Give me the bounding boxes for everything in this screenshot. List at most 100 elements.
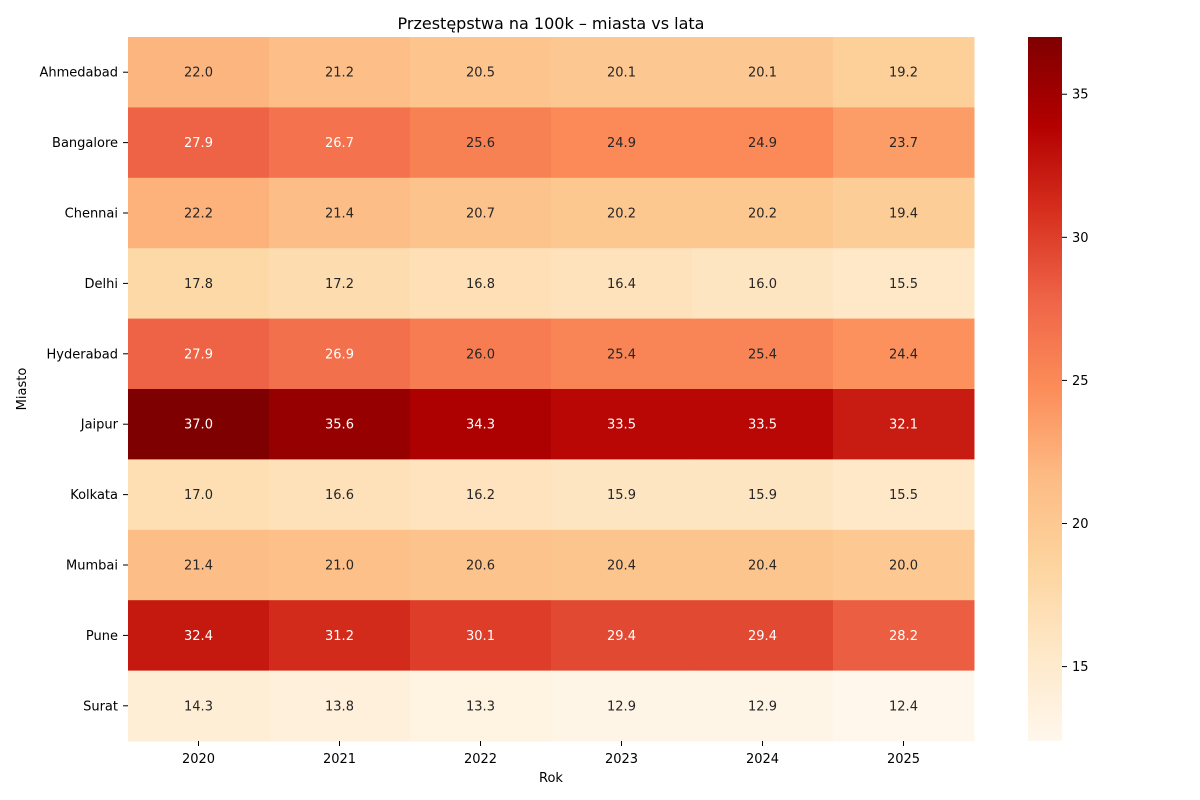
heatmap-cell-value: 16.2 bbox=[466, 488, 495, 503]
y-tick-label: Kolkata bbox=[70, 488, 118, 503]
heatmap-cells bbox=[128, 37, 975, 742]
heatmap-cell-labels: 22.0 21.2 20.5 20.1 20.1 19.2 27.9 26.7 25.6 24.9… bbox=[184, 66, 918, 715]
heatmap-cell bbox=[128, 529, 270, 601]
heatmap-cell bbox=[692, 37, 834, 108]
x-tick-label: 2022 bbox=[464, 752, 497, 767]
colorbar-tick-label: 15 bbox=[1072, 660, 1089, 675]
heatmap-cell-value: 24.4 bbox=[889, 347, 918, 362]
colorbar-ticks: 15 20 25 30 35 bbox=[1062, 88, 1089, 675]
heatmap-cell-value: 12.9 bbox=[607, 699, 636, 714]
heatmap-cell bbox=[551, 318, 693, 390]
heatmap-cell-value: 30.1 bbox=[466, 629, 495, 644]
heatmap-cell-value: 20.6 bbox=[466, 559, 495, 574]
heatmap-cell-value: 20.1 bbox=[607, 66, 636, 81]
y-tick-label: Chennai bbox=[65, 207, 118, 222]
y-tick-label: Pune bbox=[86, 629, 118, 644]
heatmap-cell bbox=[833, 529, 975, 601]
heatmap-cell bbox=[128, 318, 270, 390]
heatmap-cell bbox=[833, 107, 975, 179]
heatmap-cell bbox=[128, 107, 270, 179]
heatmap-cell-value: 17.0 bbox=[184, 488, 213, 503]
heatmap-cell bbox=[692, 600, 834, 672]
heatmap-cell-value: 33.5 bbox=[748, 418, 777, 433]
heatmap-cell bbox=[692, 177, 834, 249]
heatmap-cell bbox=[269, 37, 411, 108]
heatmap-cell bbox=[551, 177, 693, 249]
heatmap-cell-value: 20.2 bbox=[607, 207, 636, 222]
heatmap-cell bbox=[269, 529, 411, 601]
heatmap-cell-value: 31.2 bbox=[325, 629, 354, 644]
heatmap-cell bbox=[269, 177, 411, 249]
colorbar bbox=[1028, 37, 1062, 741]
colorbar-tick-label: 25 bbox=[1072, 374, 1089, 389]
heatmap-cell bbox=[410, 248, 552, 320]
heatmap-cell bbox=[410, 670, 552, 742]
heatmap-cell-value: 13.3 bbox=[466, 699, 495, 714]
heatmap-cell-value: 19.4 bbox=[889, 207, 918, 222]
heatmap-cell-value: 20.7 bbox=[466, 207, 495, 222]
heatmap-cell bbox=[833, 389, 975, 460]
heatmap-cell-value: 25.4 bbox=[607, 347, 636, 362]
heatmap-cell-value: 20.4 bbox=[607, 559, 636, 574]
heatmap-cell-value: 16.6 bbox=[325, 488, 354, 503]
heatmap-cell bbox=[551, 459, 693, 531]
heatmap-cell-value: 20.0 bbox=[889, 559, 918, 574]
heatmap-cell bbox=[269, 459, 411, 531]
heatmap-cell-value: 25.4 bbox=[748, 347, 777, 362]
colorbar-tick-label: 20 bbox=[1072, 517, 1089, 532]
heatmap-cell-value: 21.4 bbox=[325, 207, 354, 222]
x-axis-label: Rok bbox=[539, 771, 563, 786]
heatmap-cell bbox=[692, 248, 834, 320]
x-tick-label: 2024 bbox=[746, 752, 779, 767]
heatmap-cell-value: 16.8 bbox=[466, 277, 495, 292]
heatmap-cell bbox=[551, 248, 693, 320]
heatmap-cell bbox=[410, 389, 552, 460]
heatmap-cell bbox=[692, 389, 834, 460]
heatmap-cell bbox=[551, 37, 693, 108]
heatmap-cell bbox=[410, 37, 552, 108]
heatmap-cell-value: 21.4 bbox=[184, 559, 213, 574]
heatmap-cell bbox=[551, 389, 693, 460]
heatmap-cell-value: 27.9 bbox=[184, 136, 213, 151]
heatmap-cell-value: 20.4 bbox=[748, 559, 777, 574]
heatmap-cell bbox=[410, 529, 552, 601]
heatmap-cell bbox=[410, 177, 552, 249]
heatmap-cell-value: 34.3 bbox=[466, 418, 495, 433]
heatmap-cell-value: 28.2 bbox=[889, 629, 918, 644]
heatmap-cell-value: 37.0 bbox=[184, 418, 213, 433]
heatmap-cell bbox=[833, 670, 975, 742]
heatmap-cell-value: 22.0 bbox=[184, 66, 213, 81]
heatmap-cell-value: 22.2 bbox=[184, 207, 213, 222]
heatmap-cell-value: 32.4 bbox=[184, 629, 213, 644]
heatmap-cell bbox=[128, 389, 270, 460]
heatmap-cell-value: 21.2 bbox=[325, 66, 354, 81]
y-tick-label: Hyderabad bbox=[47, 347, 119, 362]
heatmap-cell-value: 12.9 bbox=[748, 699, 777, 714]
heatmap-cell bbox=[551, 670, 693, 742]
heatmap-cell bbox=[269, 107, 411, 179]
heatmap-cell bbox=[269, 670, 411, 742]
heatmap-cell-value: 17.2 bbox=[325, 277, 354, 292]
heatmap-cell-value: 19.2 bbox=[889, 66, 918, 81]
heatmap-cell bbox=[692, 529, 834, 601]
heatmap-cell-value: 21.0 bbox=[325, 559, 354, 574]
x-tick-label: 2025 bbox=[887, 752, 920, 767]
heatmap-cell bbox=[128, 177, 270, 249]
y-axis-label: Miasto bbox=[15, 368, 30, 411]
heatmap-cell-value: 15.9 bbox=[748, 488, 777, 503]
x-tick-label: 2020 bbox=[182, 752, 215, 767]
heatmap-cell-value: 26.0 bbox=[466, 347, 495, 362]
heatmap-cell bbox=[269, 318, 411, 390]
heatmap-cell bbox=[833, 318, 975, 390]
heatmap-cell bbox=[128, 248, 270, 320]
heatmap-cell bbox=[551, 600, 693, 672]
heatmap-cell bbox=[410, 107, 552, 179]
heatmap-cell-value: 14.3 bbox=[184, 699, 213, 714]
heatmap-cell-value: 16.0 bbox=[748, 277, 777, 292]
heatmap-cell-value: 29.4 bbox=[748, 629, 777, 644]
heatmap-cell-value: 17.8 bbox=[184, 277, 213, 292]
heatmap-cell bbox=[128, 600, 270, 672]
heatmap-cell bbox=[410, 600, 552, 672]
heatmap-cell-value: 26.9 bbox=[325, 347, 354, 362]
